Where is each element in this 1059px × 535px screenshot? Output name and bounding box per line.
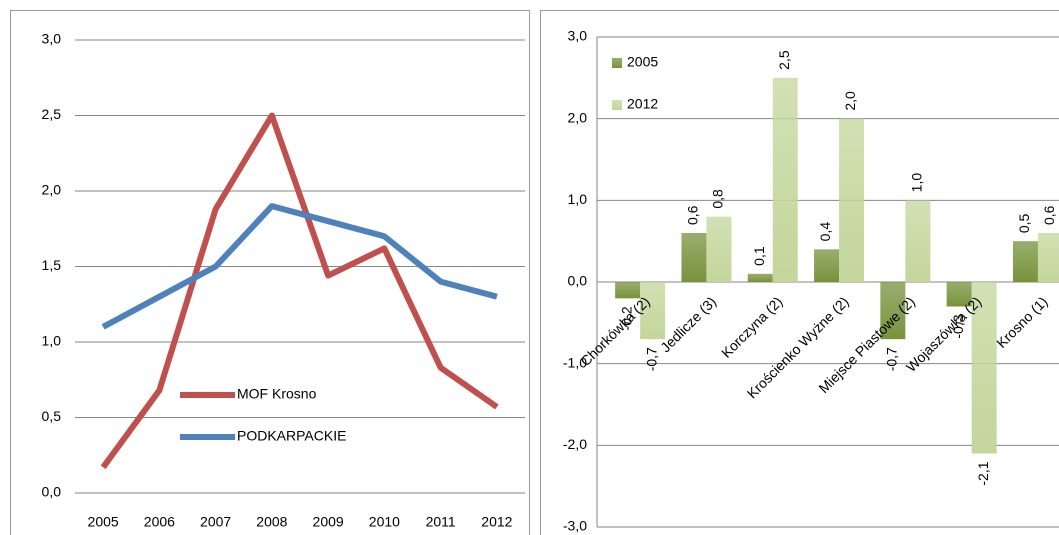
x-tick-label: 2010	[369, 514, 400, 530]
y-tick-label: 0,5	[42, 408, 62, 424]
y-tick-label: 1,0	[568, 191, 588, 207]
y-tick-label: 0,0	[568, 273, 588, 289]
left-panel	[10, 10, 530, 535]
x-tick-label: 2007	[200, 514, 231, 530]
value-label: 1,0	[909, 173, 925, 193]
value-label: -0,3	[950, 314, 966, 338]
x-tick-label: 2008	[256, 514, 287, 530]
x-tick-label: 2011	[426, 514, 456, 530]
legend-swatch	[612, 100, 622, 110]
value-label: -0,7	[884, 347, 900, 371]
x-tick-label: 2005	[88, 514, 119, 530]
bar	[706, 216, 732, 282]
y-tick-label: 2,0	[42, 182, 62, 198]
legend-label: PODKARPACKIE	[237, 428, 346, 444]
y-tick-label: 2,5	[42, 106, 62, 122]
x-tick-label: 2009	[313, 514, 344, 530]
bar	[681, 233, 707, 282]
y-tick-label: 1,5	[42, 257, 62, 273]
legend-label: 2012	[627, 96, 658, 112]
right-panel	[540, 10, 1059, 535]
bar	[946, 282, 972, 307]
bar	[971, 282, 997, 454]
value-label: -0,7	[643, 347, 659, 371]
y-tick-label: 2,0	[568, 109, 588, 125]
value-label: 0,5	[1016, 213, 1032, 233]
x-tick-label: 2006	[144, 514, 175, 530]
value-label: 0,6	[685, 205, 701, 225]
value-label: 0,8	[710, 189, 726, 209]
value-label: 0,4	[817, 222, 833, 242]
value-label: -0,2	[618, 306, 634, 330]
bar	[1012, 241, 1038, 282]
y-tick-label: -2,0	[563, 436, 587, 452]
value-label: -2,1	[975, 461, 991, 485]
value-label: 0,6	[1041, 205, 1057, 225]
bar	[880, 282, 906, 340]
legend-label: 2005	[627, 54, 658, 70]
bar	[814, 249, 840, 282]
line	[101, 203, 498, 330]
bar	[640, 282, 666, 340]
line	[100, 112, 499, 470]
x-tick-label: 2012	[481, 514, 512, 530]
value-label: 2,0	[842, 91, 858, 111]
legend-label: MOF Krosno	[237, 386, 317, 402]
y-tick-label: 3,0	[42, 31, 62, 47]
bar	[615, 282, 641, 299]
y-tick-label: -1,0	[563, 354, 587, 370]
legend-swatch	[612, 58, 622, 68]
y-tick-label: 0,0	[42, 484, 62, 500]
bar	[772, 77, 798, 282]
bar	[1037, 233, 1059, 282]
bar	[839, 118, 865, 283]
bar	[747, 273, 773, 282]
y-tick-label: 1,0	[42, 333, 62, 349]
value-label: 2,5	[776, 50, 792, 70]
value-label: 0,1	[751, 246, 767, 266]
y-tick-label: 3,0	[568, 28, 588, 44]
bar	[905, 200, 931, 282]
y-tick-label: -3,0	[563, 518, 587, 534]
